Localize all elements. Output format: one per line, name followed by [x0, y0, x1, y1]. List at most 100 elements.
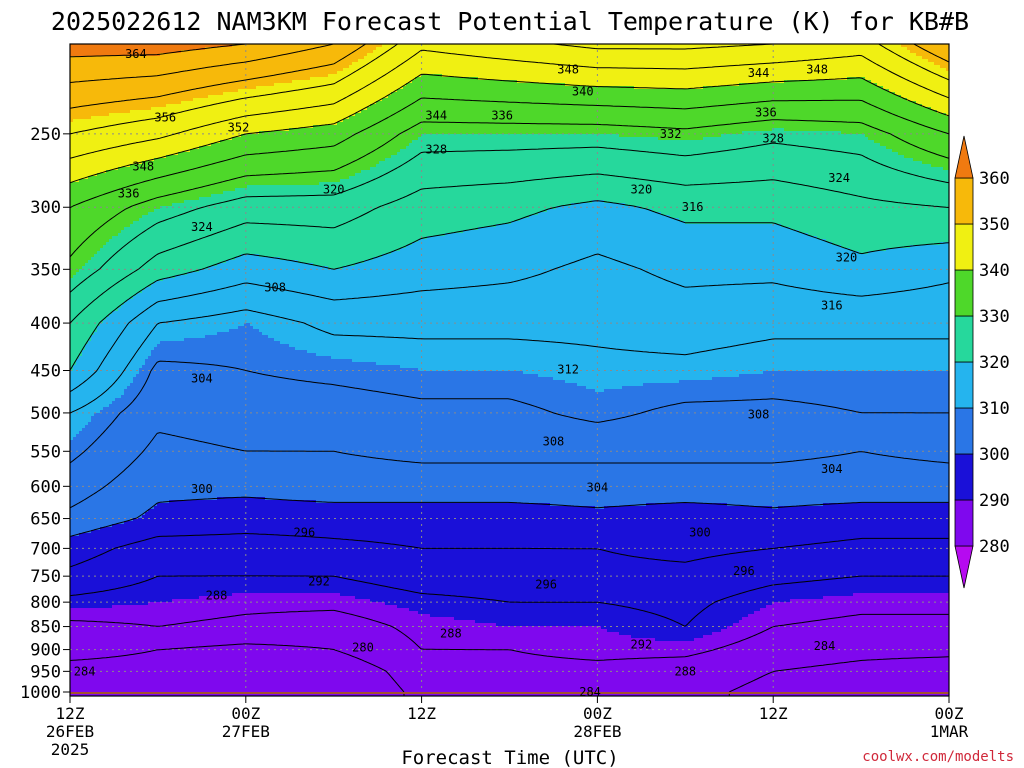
- x-tick-label: 12Z: [759, 704, 788, 723]
- fill-cell: [571, 203, 626, 207]
- fill-cell: [145, 362, 377, 366]
- contour-label: 340: [572, 84, 594, 98]
- fill-cell: [70, 542, 949, 546]
- y-tick-label: 700: [30, 539, 61, 559]
- contour-line-320: [70, 200, 949, 371]
- fill-cell: [418, 137, 659, 141]
- contour-line-352: [70, 44, 949, 109]
- fill-cell: [640, 206, 949, 210]
- fill-cell: [88, 422, 949, 426]
- fill-cell: [106, 242, 413, 246]
- fill-cell: [400, 248, 851, 252]
- fill-cell: [166, 104, 371, 108]
- fill-cell: [70, 104, 167, 108]
- contour-label: 288: [440, 627, 462, 641]
- fill-cell: [70, 569, 949, 573]
- fill-cell: [385, 602, 773, 606]
- fill-cell: [727, 626, 949, 630]
- fill-cell: [940, 242, 949, 246]
- x-tick-label: 12Z: [56, 704, 85, 723]
- fill-cell: [349, 65, 941, 69]
- fill-cell: [781, 224, 949, 228]
- fill-cell: [70, 218, 140, 222]
- fill-cell: [223, 92, 392, 96]
- fill-cell: [70, 407, 104, 411]
- fill-cell: [892, 149, 949, 153]
- fill-cell: [70, 398, 116, 402]
- fill-cell: [418, 368, 949, 372]
- fill-cell: [412, 242, 833, 246]
- fill-cell: [274, 338, 949, 342]
- fill-cell: [226, 260, 299, 264]
- fill-cell: [73, 275, 176, 279]
- colorbar-tick-label: 280: [979, 537, 1010, 557]
- fill-cell: [70, 260, 89, 264]
- fill-cell: [145, 287, 949, 291]
- fill-cell: [910, 50, 949, 54]
- fill-cell: [478, 77, 848, 81]
- fill-cell: [100, 410, 949, 414]
- fill-cell: [88, 260, 227, 264]
- fill-cell: [289, 128, 773, 132]
- fill-cell: [760, 608, 949, 612]
- fill-cell: [130, 224, 497, 228]
- fill-cell: [397, 152, 899, 156]
- fill-cell: [70, 74, 329, 78]
- fill-cell: [235, 257, 281, 261]
- fill-cell: [70, 539, 949, 543]
- fill-cell: [652, 209, 949, 213]
- contour-label: 344: [748, 66, 770, 80]
- fill-cell: [70, 89, 239, 93]
- fill-cell: [70, 308, 119, 312]
- fill-cell: [733, 623, 949, 627]
- fill-cell: [148, 212, 539, 216]
- contour-label: 348: [557, 62, 579, 76]
- fill-cell: [604, 506, 773, 510]
- fill-cell: [70, 362, 77, 366]
- fill-cell: [70, 95, 209, 99]
- y-tick-label: 750: [30, 567, 61, 587]
- fill-cell: [523, 371, 764, 375]
- fill-cell: [778, 506, 949, 510]
- fill-cell: [70, 503, 158, 507]
- contour-label: 296: [294, 526, 316, 540]
- fill-cell: [70, 158, 155, 162]
- fill-cell: [142, 290, 949, 294]
- fill-cell: [94, 332, 218, 336]
- fill-cell: [742, 617, 949, 621]
- fill-cell: [538, 374, 740, 378]
- fill-cell: [232, 137, 419, 141]
- fill-cell: [199, 596, 356, 600]
- fill-cell: [70, 578, 949, 582]
- fill-cell: [109, 113, 356, 117]
- fill-cell: [886, 146, 949, 150]
- fill-cell: [937, 110, 949, 114]
- fill-cell: [901, 95, 949, 99]
- y-tick-label: 250: [30, 125, 61, 145]
- fill-cell: [727, 503, 824, 507]
- fill-cell: [70, 212, 149, 216]
- fill-cell: [70, 629, 608, 633]
- y-tick-label: 300: [30, 198, 61, 218]
- fill-cell: [910, 245, 949, 249]
- fill-cell: [70, 425, 86, 429]
- fill-cell: [265, 497, 949, 501]
- x-tick-label: 12Z: [407, 704, 436, 723]
- fill-cell: [70, 254, 95, 258]
- fill-cell: [229, 329, 260, 333]
- fill-cell: [88, 176, 350, 180]
- fill-cell: [550, 503, 647, 507]
- contour-label: 288: [674, 664, 696, 678]
- fill-cell: [103, 320, 949, 324]
- fill-cell: [241, 134, 422, 138]
- fill-cell: [70, 140, 221, 144]
- fill-cell: [133, 518, 949, 522]
- fill-cell: [742, 131, 842, 135]
- fill-cell: [70, 236, 113, 240]
- fill-cell: [337, 71, 949, 75]
- fill-cell: [790, 227, 949, 231]
- fill-cell: [115, 398, 949, 402]
- contour-label: 328: [762, 132, 784, 146]
- contour-label: 336: [491, 109, 513, 123]
- fill-cell: [70, 173, 98, 177]
